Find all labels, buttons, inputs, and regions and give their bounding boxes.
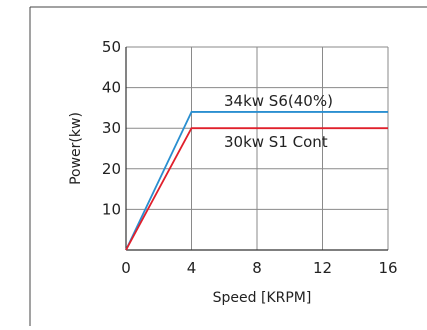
tick-labels: 10 20 30 40 50 0 4 8 12 16 <box>102 38 398 277</box>
y-tick-label-40: 40 <box>102 79 121 97</box>
x-tick-label-0: 0 <box>121 259 131 277</box>
axes <box>125 47 388 251</box>
x-tick-label-12: 12 <box>313 259 332 277</box>
x-axis-label: Speed [KRPM] <box>213 290 312 306</box>
y-tick-label-50: 50 <box>102 38 121 56</box>
series-lines <box>125 111 388 251</box>
x-tick-label-16: 16 <box>378 259 397 277</box>
y-tick-label-30: 30 <box>102 119 121 137</box>
series-label-s1: 30kw S1 Cont <box>224 133 328 151</box>
y-tick-label-10: 10 <box>102 200 121 218</box>
y-axis-label: Power(kw) <box>68 112 84 185</box>
series-label-s6: 34kw S6(40%) <box>224 92 333 110</box>
y-tick-label-20: 20 <box>102 160 121 178</box>
series-line-1 <box>125 127 388 251</box>
series-line-0 <box>125 111 388 251</box>
x-tick-label-8: 8 <box>252 259 262 277</box>
x-tick-label-4: 4 <box>187 259 197 277</box>
